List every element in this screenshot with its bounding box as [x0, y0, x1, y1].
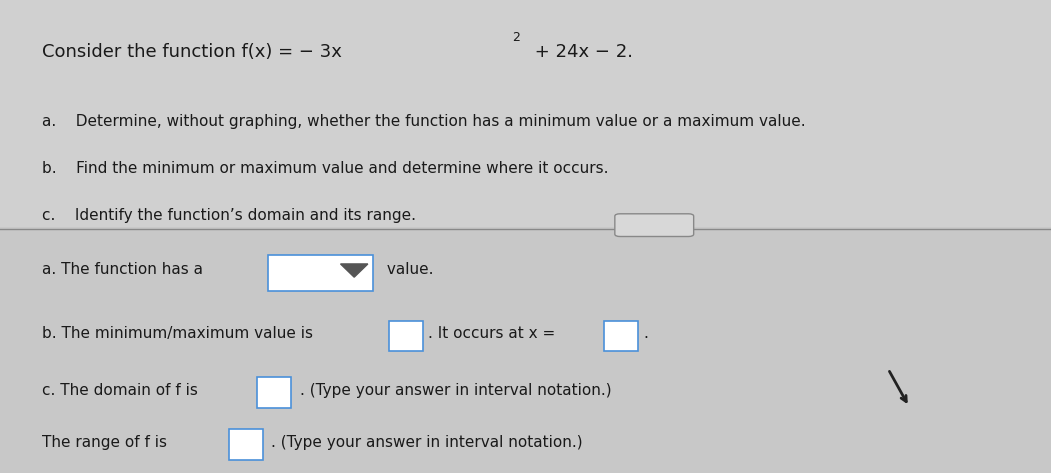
Text: . (Type your answer in interval notation.): . (Type your answer in interval notation… [271, 435, 583, 450]
Text: a.    Determine, without graphing, whether the function has a minimum value or a: a. Determine, without graphing, whether … [42, 114, 806, 129]
Text: c.    Identify the function’s domain and its range.: c. Identify the function’s domain and it… [42, 208, 416, 223]
Text: .: . [643, 326, 648, 341]
Text: value.: value. [382, 262, 433, 277]
Text: c. The domain of f is: c. The domain of f is [42, 383, 203, 398]
Text: . It occurs at x =: . It occurs at x = [428, 326, 560, 341]
FancyBboxPatch shape [604, 321, 638, 351]
Text: . (Type your answer in interval notation.): . (Type your answer in interval notation… [300, 383, 612, 398]
Text: 2: 2 [512, 31, 519, 44]
Text: b. The minimum/maximum value is: b. The minimum/maximum value is [42, 326, 317, 341]
Text: ...: ... [648, 219, 660, 232]
FancyBboxPatch shape [229, 429, 263, 460]
FancyBboxPatch shape [257, 377, 291, 408]
Text: a. The function has a: a. The function has a [42, 262, 208, 277]
FancyBboxPatch shape [389, 321, 423, 351]
FancyBboxPatch shape [0, 227, 1051, 473]
Polygon shape [341, 264, 368, 277]
Text: + 24x − 2.: + 24x − 2. [529, 43, 633, 61]
Text: The range of f is: The range of f is [42, 435, 172, 450]
Text: b.    Find the minimum or maximum value and determine where it occurs.: b. Find the minimum or maximum value and… [42, 161, 609, 176]
Text: Consider the function f(x) = − 3x: Consider the function f(x) = − 3x [42, 43, 342, 61]
FancyBboxPatch shape [615, 214, 694, 236]
FancyBboxPatch shape [0, 0, 1051, 227]
FancyBboxPatch shape [268, 255, 373, 291]
